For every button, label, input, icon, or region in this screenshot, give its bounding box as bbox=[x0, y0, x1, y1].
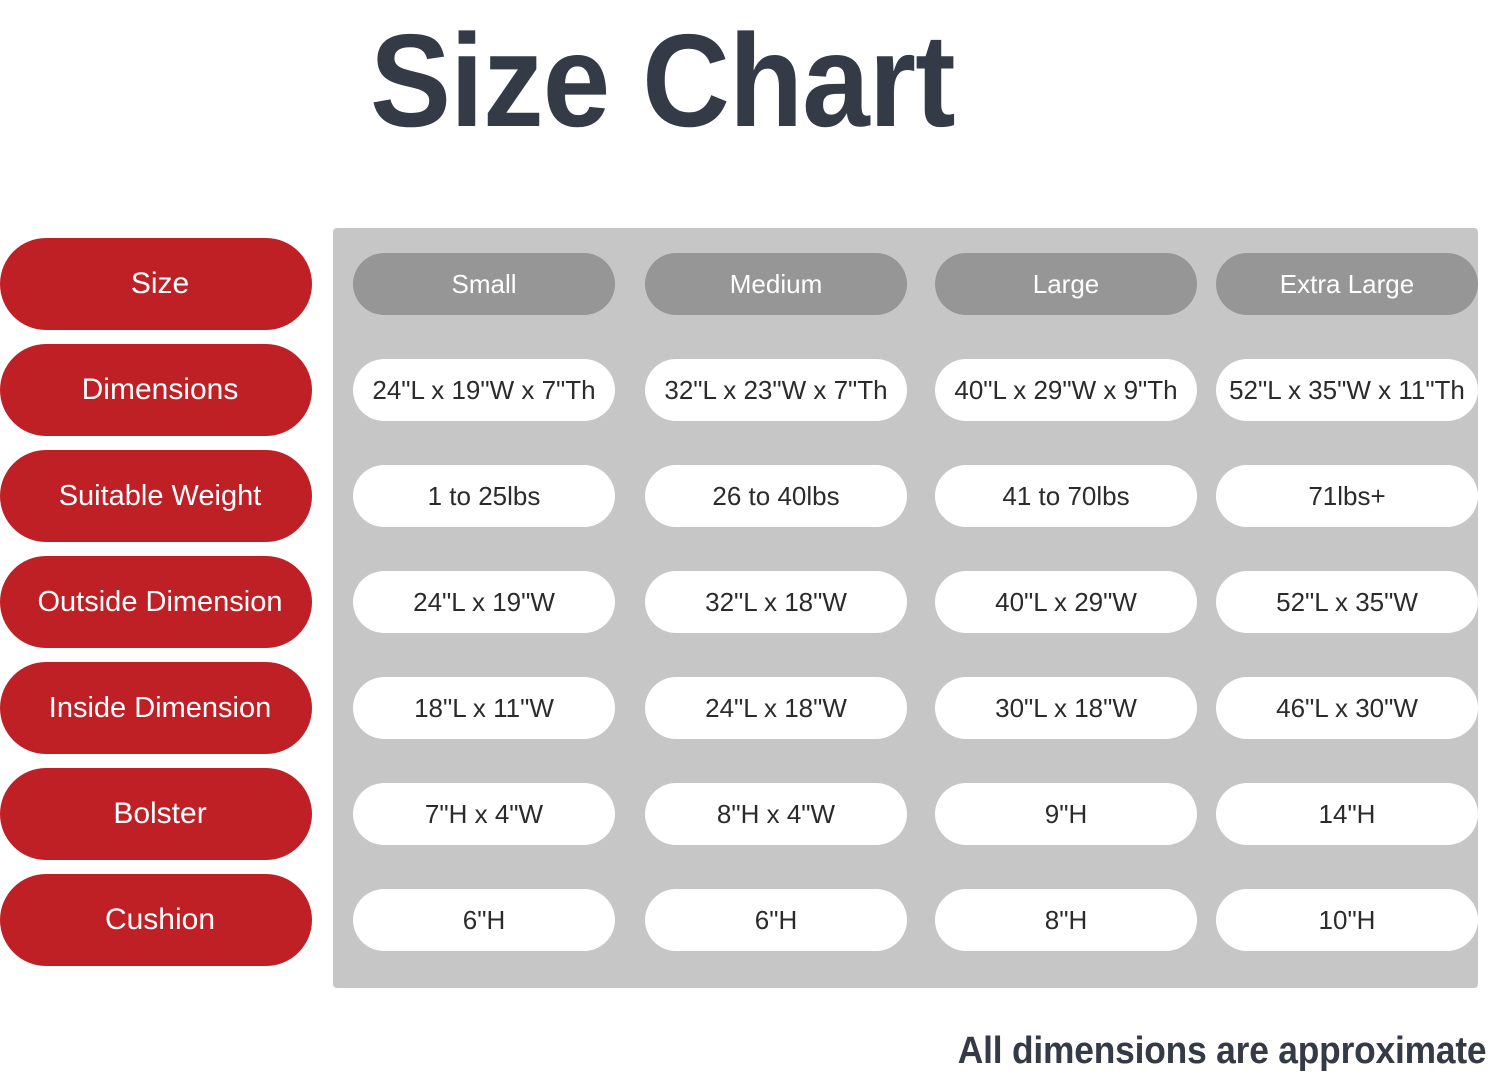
row-label-cushion: Cushion bbox=[0, 874, 312, 966]
table-cell: 9"H bbox=[935, 783, 1197, 845]
table-row: 7"H x 4"W 8"H x 4"W 9"H 14"H bbox=[333, 783, 1478, 845]
row-label-bolster: Bolster bbox=[0, 768, 312, 860]
table-cell: 41 to 70lbs bbox=[935, 465, 1197, 527]
row-label-size: Size bbox=[0, 238, 312, 330]
table-cell: 32"L x 18"W bbox=[645, 571, 907, 633]
table-row: 18"L x 11"W 24"L x 18"W 30"L x 18"W 46"L x … bbox=[333, 677, 1478, 739]
table-cell: 24"L x 19"W x 7"Th bbox=[353, 359, 615, 421]
table-cell: 24"L x 19"W bbox=[353, 571, 615, 633]
table-cell: 1 to 25lbs bbox=[353, 465, 615, 527]
row-label-dimensions: Dimensions bbox=[0, 344, 312, 436]
table-row: 1 to 25lbs 26 to 40lbs 41 to 70lbs 71lbs+ bbox=[333, 465, 1478, 527]
table-cell: 32"L x 23"W x 7"Th bbox=[645, 359, 907, 421]
row-label-outside-dimension: Outside Dimension bbox=[0, 556, 312, 648]
table-cell: 7"H x 4"W bbox=[353, 783, 615, 845]
table-cell: 8"H x 4"W bbox=[645, 783, 907, 845]
table-cell: 52"L x 35"W x 11"Th bbox=[1216, 359, 1478, 421]
table-header-row: Small Medium Large Extra Large bbox=[333, 253, 1478, 315]
size-chart-panel: Small Medium Large Extra Large 24"L x 19"W x… bbox=[333, 228, 1478, 988]
table-cell: 46"L x 30"W bbox=[1216, 677, 1478, 739]
table-row: 24"L x 19"W x 7"Th 32"L x 23"W x 7"Th 40"L… bbox=[333, 359, 1478, 421]
table-cell: 40"L x 29"W bbox=[935, 571, 1197, 633]
table-cell: 10"H bbox=[1216, 889, 1478, 951]
table-cell: 24"L x 18"W bbox=[645, 677, 907, 739]
table-cell: 6"H bbox=[353, 889, 615, 951]
table-cell: 18"L x 11"W bbox=[353, 677, 615, 739]
column-header-3: Extra Large bbox=[1216, 253, 1478, 315]
column-header-0: Small bbox=[353, 253, 615, 315]
table-cell: 30"L x 18"W bbox=[935, 677, 1197, 739]
row-label-suitable-weight: Suitable Weight bbox=[0, 450, 312, 542]
row-label-inside-dimension: Inside Dimension bbox=[0, 662, 312, 754]
table-cell: 26 to 40lbs bbox=[645, 465, 907, 527]
column-header-1: Medium bbox=[645, 253, 907, 315]
table-cell: 71lbs+ bbox=[1216, 465, 1478, 527]
table-cell: 8"H bbox=[935, 889, 1197, 951]
data-grid: Small Medium Large Extra Large 24"L x 19"W x… bbox=[333, 228, 1478, 988]
row-label-column: Size Dimensions Suitable Weight Outside Dim… bbox=[0, 228, 312, 988]
page-title: Size Chart bbox=[370, 7, 956, 154]
table-cell: 40"L x 29"W x 9"Th bbox=[935, 359, 1197, 421]
table-cell: 14"H bbox=[1216, 783, 1478, 845]
table-cell: 6"H bbox=[645, 889, 907, 951]
table-row: 24"L x 19"W 32"L x 18"W 40"L x 29"W 52"L x … bbox=[333, 571, 1478, 633]
column-header-2: Large bbox=[935, 253, 1197, 315]
footer-note: All dimensions are approximate bbox=[957, 1030, 1486, 1072]
table-row: 6"H 6"H 8"H 10"H bbox=[333, 889, 1478, 951]
table-cell: 52"L x 35"W bbox=[1216, 571, 1478, 633]
